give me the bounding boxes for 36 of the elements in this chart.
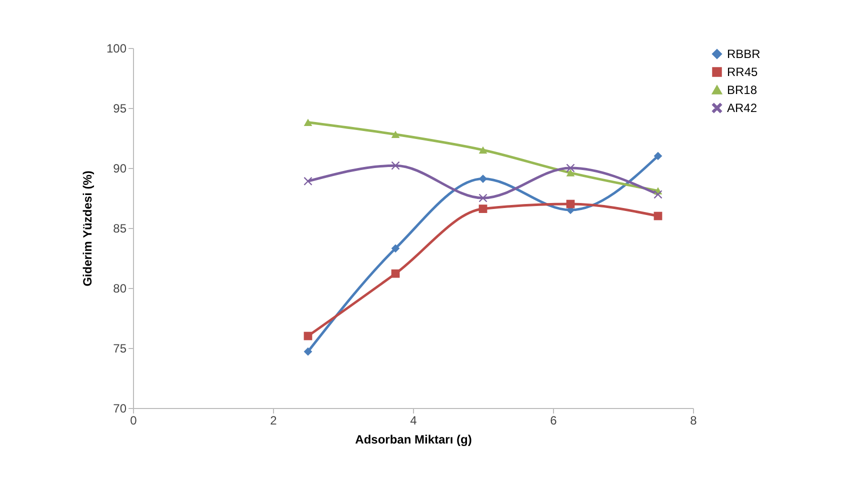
y-tick-label: 85 bbox=[113, 222, 127, 236]
legend-label: BR18 bbox=[727, 83, 758, 97]
x-axis-title: Adsorban Miktarı (g) bbox=[355, 432, 472, 446]
point bbox=[566, 164, 575, 172]
point bbox=[654, 212, 662, 220]
point bbox=[478, 194, 488, 202]
y-tick-label: 90 bbox=[113, 162, 127, 176]
point bbox=[566, 169, 575, 176]
x-tick-label: 2 bbox=[270, 414, 278, 428]
y-tick-label: 95 bbox=[113, 102, 127, 116]
legend-label: RR45 bbox=[727, 65, 758, 79]
point bbox=[304, 177, 312, 186]
point bbox=[478, 204, 488, 213]
point bbox=[391, 130, 400, 138]
point bbox=[304, 332, 312, 340]
point bbox=[391, 269, 400, 278]
x-tick-label: 6 bbox=[550, 414, 558, 428]
x-tick-label: 4 bbox=[410, 414, 418, 428]
y-tick-label: 100 bbox=[106, 42, 127, 56]
point bbox=[654, 190, 662, 199]
legend-label: AR42 bbox=[727, 101, 758, 115]
x-tick-label: 0 bbox=[130, 414, 138, 428]
point bbox=[654, 152, 662, 160]
y-tick-label: 75 bbox=[113, 342, 127, 356]
point bbox=[391, 244, 400, 253]
y-axis-title: Giderim Yüzdesi (%) bbox=[80, 170, 94, 286]
legend-label: RBBR bbox=[727, 47, 761, 61]
y-tick-label: 80 bbox=[113, 282, 127, 296]
point bbox=[304, 118, 312, 126]
y-tick-label: 70 bbox=[113, 402, 127, 416]
point bbox=[304, 347, 312, 356]
point bbox=[391, 161, 400, 170]
point bbox=[478, 146, 488, 154]
x-tick-label: 8 bbox=[690, 414, 698, 428]
point bbox=[478, 174, 488, 183]
point bbox=[566, 200, 575, 208]
